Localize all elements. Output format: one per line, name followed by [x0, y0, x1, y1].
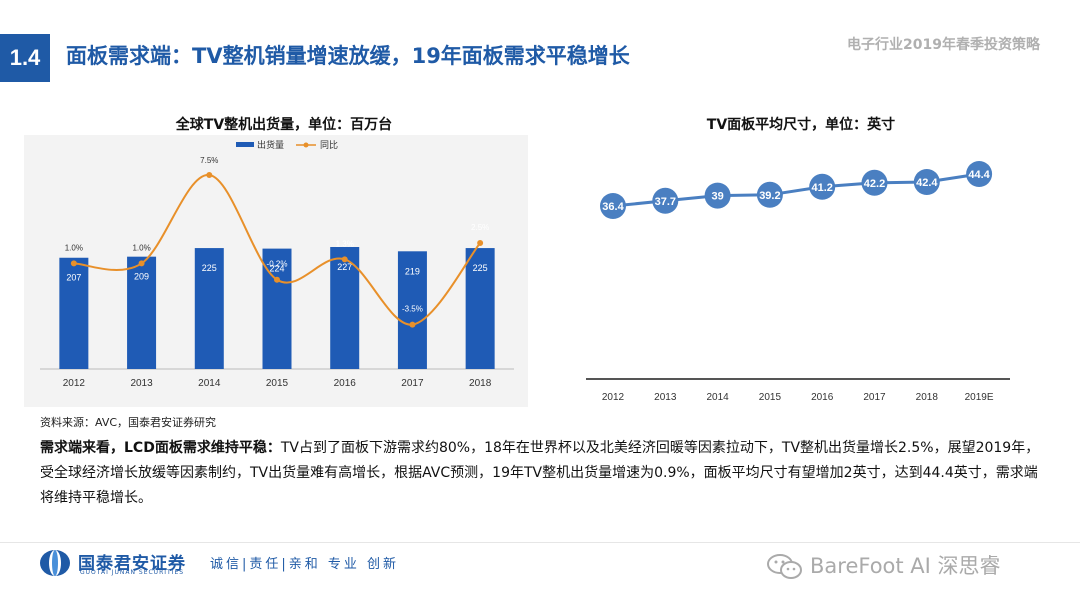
yoy-point	[138, 260, 145, 267]
x-tick-label: 2015	[266, 378, 289, 389]
yoy-value-label: 1.3%	[336, 239, 354, 248]
panel-size-point	[652, 187, 679, 214]
slide-title: 面板需求端：TV整机销量增速放缓，19年面板需求平稳增长	[66, 44, 630, 68]
guotai-junan-logo-icon	[40, 550, 70, 576]
yoy-value-label: -0.2%	[267, 260, 288, 269]
x-tick-label: 2017	[863, 392, 886, 403]
company-logo-english: GUOTAI JUNAN SECURITIES	[80, 569, 185, 576]
x-tick-label: 2016	[811, 392, 834, 403]
x-tick-label: 2017	[401, 378, 424, 389]
bar-value-label: 209	[134, 272, 149, 282]
x-tick-label: 2019E	[965, 392, 994, 403]
tv-shipment-chart-title: 全球TV整机出货量，单位：百万台	[175, 117, 393, 133]
panel-size-point	[600, 193, 626, 219]
panel-size-point	[809, 173, 836, 200]
panel-size-chart: 36.4 2012 37.7 2013 39 2014 39.2 2015 41.2 2016 42…	[586, 161, 1010, 403]
bar-shipments	[330, 247, 360, 369]
yoy-value-label: 7.5%	[200, 156, 218, 165]
yoy-point	[70, 260, 77, 267]
bar-shipments	[194, 248, 224, 369]
legend-label-yoy: 同比	[320, 139, 338, 150]
watermark-text: BareFoot AI 深思睿	[810, 554, 1001, 578]
panel-size-value-label: 44.4	[968, 169, 990, 181]
x-tick-label: 2014	[706, 392, 729, 403]
legend-marker-yoy	[303, 142, 309, 148]
x-tick-label: 2013	[654, 392, 677, 403]
panel-size-value-label: 41.2	[811, 182, 832, 194]
x-tick-label: 2012	[602, 392, 625, 403]
x-tick-label: 2018	[916, 392, 939, 403]
bar-value-label: 225	[473, 263, 488, 273]
bar-value-label: 207	[66, 273, 81, 283]
panel-size-point	[756, 181, 783, 208]
summary-paragraph: 需求端来看，LCD面板需求维持平稳：TV占到了面板下游需求约80%，18年在世界…	[40, 436, 1040, 511]
bar-value-label: 227	[337, 262, 352, 272]
bar-value-label: 224	[269, 264, 284, 274]
x-tick-label: 2018	[469, 378, 492, 389]
section-number-badge: 1.4	[0, 34, 50, 82]
panel-size-point	[704, 182, 731, 209]
summary-body: TV占到了面板下游需求约80%，18年在世界杯以及北美经济回暖等因素拉动下，TV…	[40, 440, 1040, 506]
footer-divider	[0, 542, 1080, 543]
yoy-point	[206, 172, 213, 178]
panel-size-value-label: 42.2	[864, 178, 885, 190]
tv-shipment-chart: 出货量 同比 207 2012 209 2013 225 2014 224 2015 227 2016…	[40, 139, 514, 389]
summary-lead: 需求端来看，LCD面板需求维持平稳：	[40, 440, 281, 456]
bar-value-label: 219	[405, 266, 420, 276]
panel-size-value-label: 36.4	[602, 201, 624, 213]
panel-size-point	[913, 169, 940, 195]
bar-value-label: 225	[202, 263, 217, 273]
panel-size-value-label: 37.7	[655, 196, 676, 208]
yoy-value-label: 1.0%	[65, 243, 83, 252]
bar-shipments	[465, 248, 495, 369]
panel-size-value-label: 39.2	[759, 190, 780, 202]
yoy-point	[477, 240, 484, 246]
yoy-value-label: 2.5%	[471, 223, 489, 232]
bar-shipments	[397, 251, 427, 369]
x-tick-label: 2015	[759, 392, 782, 403]
report-name: 电子行业2019年春季投资策略	[847, 37, 1040, 53]
panel-size-value-label: 42.4	[916, 177, 938, 189]
bar-shipments	[59, 257, 89, 369]
panel-size-point	[861, 169, 888, 196]
company-logo-text: 国泰君安证券	[78, 554, 186, 574]
yoy-point	[409, 321, 416, 328]
bar-shipments	[127, 256, 157, 369]
x-tick-label: 2013	[130, 378, 153, 389]
panel-size-chart-title: TV面板平均尺寸，单位：英寸	[706, 117, 896, 133]
yoy-value-label: 1.0%	[132, 243, 150, 252]
x-tick-label: 2012	[63, 378, 86, 389]
wechat-icon	[767, 554, 802, 579]
yoy-point	[274, 276, 280, 283]
panel-size-value-label: 39	[711, 191, 723, 203]
x-tick-label: 2014	[198, 378, 221, 389]
yoy-value-label: -3.5%	[402, 305, 423, 314]
company-slogan: 诚信|责任|亲和 专业 创新	[210, 557, 400, 572]
legend-swatch-shipments	[236, 142, 254, 147]
legend-label-shipments: 出货量	[257, 139, 284, 150]
x-tick-label: 2016	[334, 378, 357, 389]
source-note: 资料来源：AVC，国泰君安证券研究	[40, 416, 217, 429]
yoy-point	[341, 256, 348, 263]
panel-size-point	[966, 161, 993, 187]
